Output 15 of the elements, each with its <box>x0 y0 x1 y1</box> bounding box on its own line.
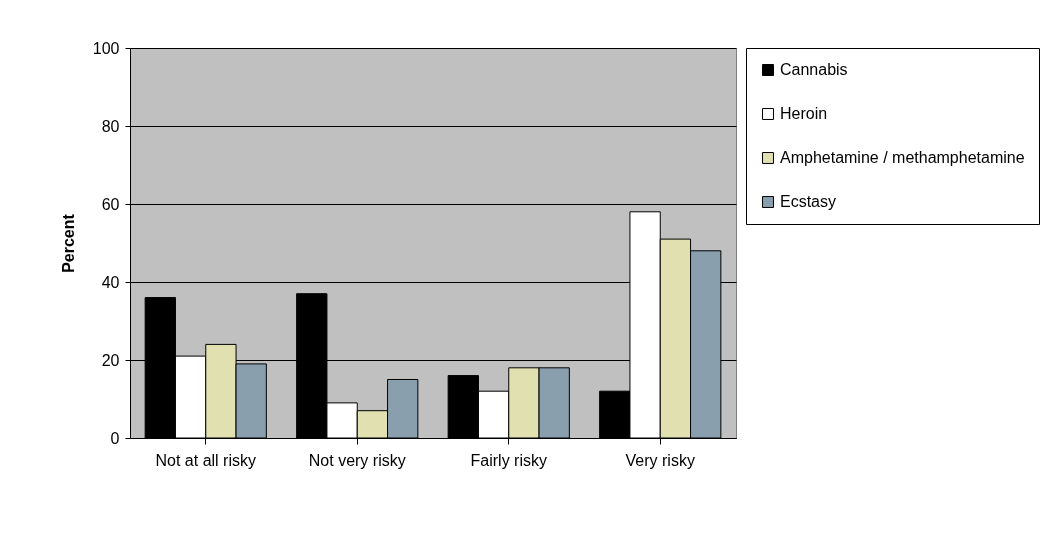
x-tick-label: Not very risky <box>308 451 406 469</box>
y-tick-label: 100 <box>92 39 120 57</box>
x-tick-label: Not at all risky <box>155 451 256 469</box>
y-tick-label: 40 <box>101 273 120 291</box>
y-tick-label: 80 <box>101 117 120 135</box>
x-tick-label: Very risky <box>625 451 695 469</box>
legend-label: Heroin <box>780 105 828 122</box>
y-tick-label: 60 <box>101 195 120 213</box>
legend-label: Cannabis <box>780 61 848 78</box>
y-tick-label: 20 <box>101 351 120 369</box>
y-tick-label: 0 <box>110 429 120 447</box>
x-tick-label: Fairly risky <box>470 451 547 469</box>
y-axis-title: Percent <box>59 213 77 273</box>
legend-label: Amphetamine / methamphetamine <box>780 149 1025 166</box>
legend-label: Ecstasy <box>780 193 837 210</box>
